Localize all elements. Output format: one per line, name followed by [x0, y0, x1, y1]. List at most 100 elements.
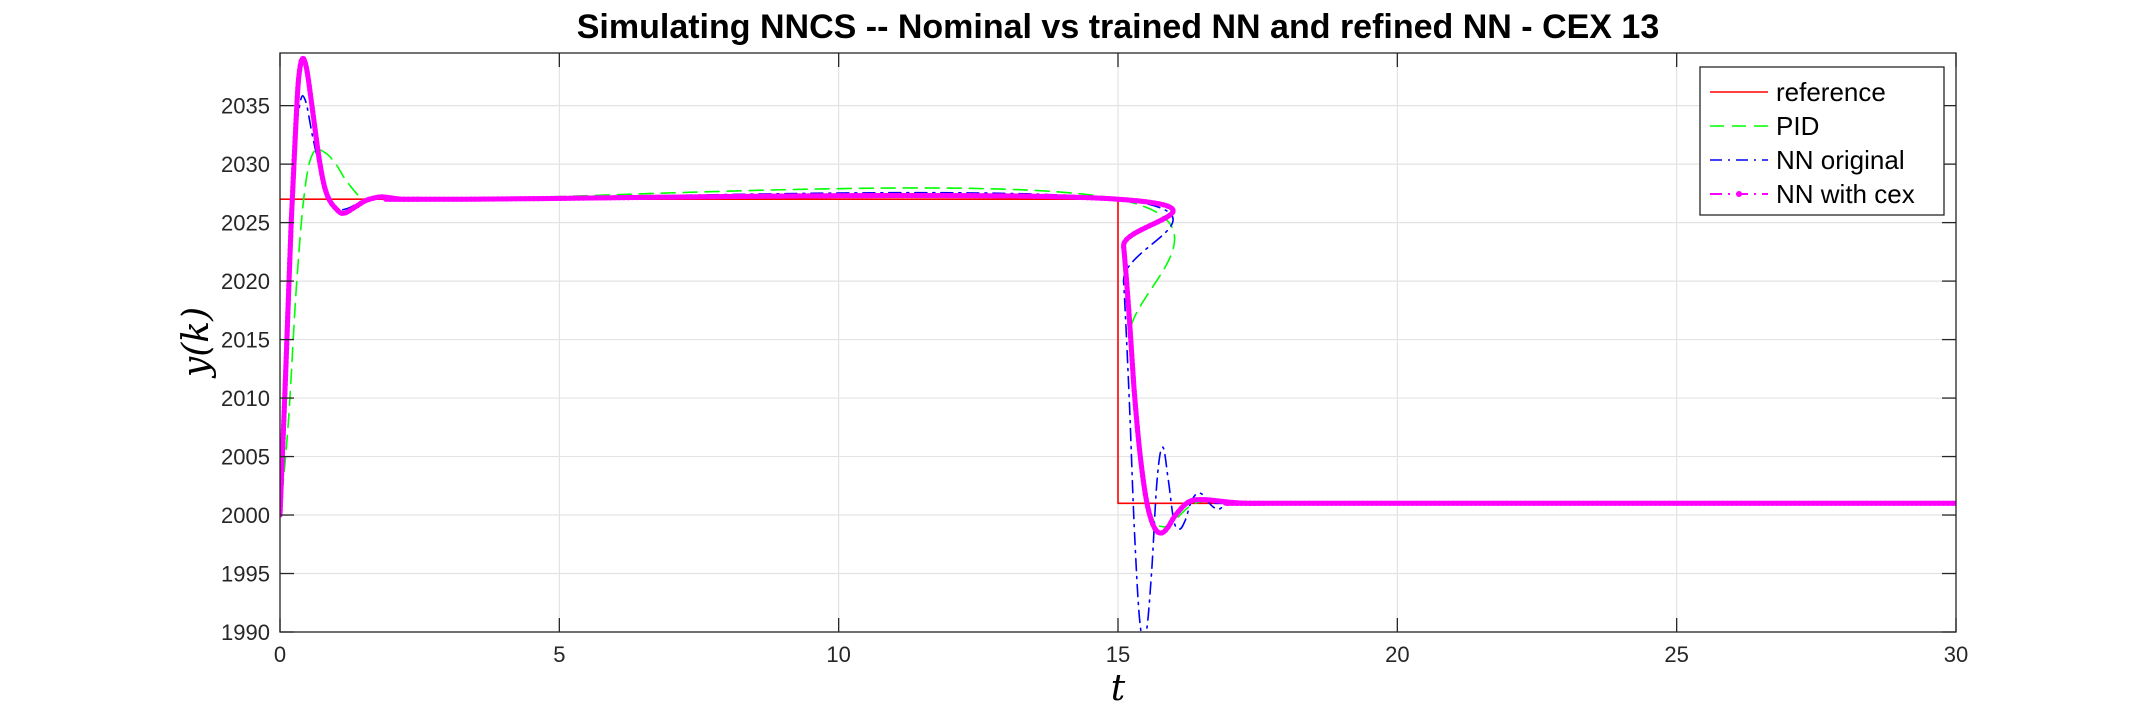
series-point: [338, 210, 345, 216]
series-point: [1877, 500, 1884, 506]
series-point: [1148, 517, 1154, 523]
series-point: [729, 193, 735, 200]
series-point: [1499, 500, 1506, 506]
series-point: [909, 192, 915, 199]
series-point: [585, 195, 591, 201]
series-point: [400, 196, 406, 202]
series-point: [1140, 478, 1146, 484]
series-point: [1130, 366, 1136, 372]
series-point: [1120, 197, 1126, 203]
series-point: [285, 296, 291, 302]
y-tick-label: 2030: [221, 152, 270, 177]
series-point: [1136, 437, 1142, 443]
series-point: [1711, 500, 1717, 506]
series-point: [375, 194, 381, 200]
series-point: [1742, 500, 1749, 506]
y-tick-label: 2035: [221, 94, 270, 119]
series-point: [1039, 193, 1045, 199]
series-point: [295, 76, 302, 82]
series-point: [1729, 500, 1735, 506]
series-point: [287, 247, 293, 253]
series-point: [1913, 500, 1920, 506]
series-point: [280, 498, 284, 505]
series-point: [1138, 198, 1144, 204]
series-point: [306, 78, 312, 84]
series-point: [307, 91, 313, 97]
series-point: [1129, 357, 1135, 363]
series-point: [1181, 502, 1187, 508]
series-point: [787, 193, 793, 199]
series-point: [1589, 500, 1596, 506]
series-point: [284, 346, 290, 352]
series-point: [1283, 500, 1290, 506]
series-point: [1567, 500, 1573, 506]
series-point: [1670, 500, 1677, 506]
series-point: [711, 194, 717, 200]
series-point: [1652, 500, 1659, 506]
legend-label: NN with cex: [1776, 179, 1915, 209]
series-point: [1044, 193, 1050, 200]
series-point: [1558, 500, 1564, 506]
series-point: [1297, 500, 1303, 506]
series-point: [1783, 500, 1789, 506]
series-point: [1121, 244, 1127, 251]
series-point: [1873, 500, 1879, 506]
series-point: [1127, 233, 1133, 240]
series-point: [517, 196, 523, 202]
series-point: [1124, 285, 1130, 291]
series-point: [1139, 227, 1145, 233]
series-point: [1193, 497, 1199, 503]
series-point: [280, 471, 285, 478]
series-point: [1071, 194, 1077, 200]
series-point: [312, 127, 318, 133]
series-point: [639, 194, 645, 200]
series-point: [391, 196, 397, 202]
series-point: [282, 386, 288, 392]
series-point: [999, 193, 1005, 199]
series-point: [281, 409, 287, 415]
series-point: [1274, 500, 1281, 506]
series-point: [284, 332, 290, 338]
series-point: [1026, 193, 1032, 199]
series-point: [1306, 500, 1312, 506]
series-point: [1418, 500, 1425, 506]
series-point: [1940, 500, 1947, 506]
series-point: [1142, 491, 1148, 497]
series-point: [293, 112, 299, 118]
series-point: [1459, 500, 1465, 506]
series-point: [1405, 500, 1411, 506]
series-point: [1495, 500, 1501, 506]
series-point: [1008, 193, 1014, 199]
series-point: [305, 73, 311, 79]
series-point: [1810, 500, 1816, 506]
y-axis-label: y(k): [176, 307, 217, 379]
series-point: [293, 121, 299, 127]
series-point: [1098, 195, 1104, 201]
series-point: [1152, 525, 1158, 532]
series-point: [1125, 294, 1131, 300]
series-point: [706, 194, 712, 200]
series-point: [1841, 500, 1848, 506]
series-point: [1387, 500, 1393, 506]
series-point: [670, 194, 676, 200]
series-point: [1030, 193, 1036, 199]
series-point: [1391, 500, 1398, 506]
series-point: [396, 196, 402, 202]
series-point: [1127, 321, 1133, 327]
series-point: [1850, 500, 1857, 506]
series-point: [1801, 500, 1807, 506]
series-point: [1220, 498, 1226, 505]
series-point: [562, 195, 568, 201]
series-point: [913, 192, 919, 199]
series-point: [1432, 500, 1438, 506]
series-point: [288, 233, 294, 239]
x-tick-label: 10: [826, 642, 850, 667]
series-point: [1724, 500, 1731, 506]
series-point: [1342, 500, 1348, 506]
series-point: [1805, 500, 1812, 506]
y-tick-label: 1995: [221, 562, 270, 587]
series-point: [513, 196, 519, 202]
series-point: [1679, 500, 1686, 506]
series-point: [1124, 289, 1130, 295]
series-point: [1346, 500, 1353, 506]
